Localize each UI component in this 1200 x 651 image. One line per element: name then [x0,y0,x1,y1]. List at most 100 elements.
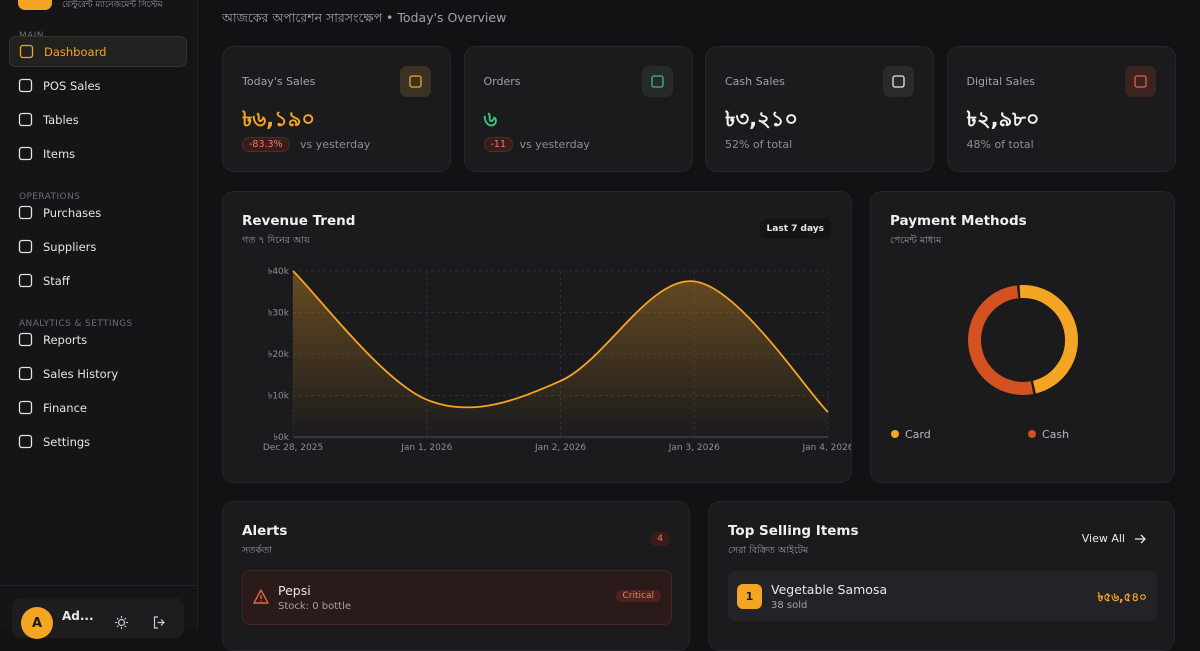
nav-heading: ANALYTICS & SETTINGS [19,319,133,329]
panel-title: Payment Methods [890,213,1027,229]
y-tick-label: ৳30k [268,309,290,319]
nav-icon [18,400,33,415]
alert-level: Critical [615,590,661,602]
panel-title: Revenue Trend [242,213,356,229]
stat-label: Orders [483,75,521,88]
nav-item[interactable]: Tables [9,104,187,135]
divider [0,585,197,586]
payment-panel: Payment Methods পেমেন্ট মাধ্যম Card Cash [870,191,1175,483]
area [293,271,828,437]
icon-shape [18,239,33,254]
x-tick-label: Jan 3, 2026 [668,443,720,453]
alert-item[interactable]: Pepsi Stock: 0 bottle Critical [242,570,672,625]
x-tick-label: Jan 2, 2026 [534,443,586,453]
stat-label: Today's Sales [242,75,316,88]
nav-item[interactable]: Dashboard [9,36,187,67]
nav-item[interactable]: Finance [9,392,187,423]
stat-card: Orders ৬ -11 vs yesterday [463,46,693,172]
y-tick-label: ৳20k [268,350,290,360]
nav-item[interactable]: POS Sales [9,70,187,101]
nav-label: Dashboard [44,44,107,59]
legend-label: Card [905,428,931,441]
nav-item[interactable]: Items [9,138,187,169]
rank: 1 [737,584,762,609]
icon-shape [650,75,664,88]
nav-icon [18,78,33,93]
icon-shape [18,78,33,93]
alerts-panel: Alerts সতর্কতা 4 Pepsi Stock: 0 bottle C… [222,501,690,651]
nav-icon [19,44,34,59]
panel-subtitle: সতর্কতা [242,545,272,556]
icon-shape [18,205,33,220]
icon-shape [18,112,33,127]
count-badge: 4 [650,532,670,546]
panel-subtitle: গত ৭ দিনের আয় [242,235,310,246]
item-name: Vegetable Samosa [771,582,888,597]
nav-heading: OPERATIONS [19,192,81,202]
stat-value: ৬ [483,107,498,131]
icon-shape [18,273,33,288]
donut-segment [1019,285,1078,394]
item-sold: 38 sold [771,600,808,611]
item-amount: ৳৫৬,৫৪০ [1097,590,1147,604]
legend-label: Cash [1042,428,1069,441]
panel-subtitle: পেমেন্ট মাধ্যম [890,235,942,246]
stat-note: 48% of total [966,138,1034,151]
logout[interactable] [153,616,166,629]
nav-item[interactable]: Sales History [9,358,187,389]
legend-dot [1028,430,1036,438]
stat-card: Today's Sales ৳৬,১৯০ -83.3% vs yesterday [222,46,451,172]
nav-icon [18,112,33,127]
icon-shape [18,434,33,449]
nav-item[interactable]: Purchases [9,197,187,228]
top-item[interactable]: 1 Vegetable Samosa 38 sold ৳৫৬,৫৪০ [728,571,1157,621]
view-all[interactable]: View All [1081,532,1125,545]
icon-shape [19,44,34,59]
icon-shape [1133,75,1147,88]
range-button[interactable]: Last 7 days [759,219,831,239]
stat-note: vs yesterday [519,138,590,151]
icon-shape [892,75,905,88]
stat-card: Digital Sales ৳২,৯৮০ 48% of total [946,46,1176,172]
stat-label: Digital Sales [966,75,1035,88]
y-tick-label: ৳40k [268,267,290,277]
nav-item[interactable]: Staff [9,265,187,296]
user-name: Ad... [62,609,94,623]
stat-value: ৳৩,২১০ [725,107,799,131]
stat-label: Cash Sales [725,75,785,88]
nav-label: Suppliers [43,239,97,254]
icon [650,75,664,88]
nav-icon [18,146,33,161]
arrow-icon [1135,534,1146,544]
donut-segment [968,285,1034,395]
donut-chart: Card Cash [891,285,1078,441]
logo [18,0,52,10]
stat-note: vs yesterday [300,138,371,151]
change-badge: -11 [483,137,514,152]
user-card[interactable]: A Ad... [12,598,184,639]
stat-icon [1124,66,1156,97]
warning-icon [253,589,269,604]
nav-label: Staff [43,273,70,288]
nav-label: Sales History [43,366,119,381]
avatar: A [21,607,53,639]
nav-icon [18,239,33,254]
icon-shape [18,146,33,161]
nav-item[interactable]: Suppliers [9,231,187,262]
stat-card: Cash Sales ৳৩,২১০ 52% of total [705,46,934,172]
sidebar: রেস্টুরেন্ট ম্যানেজমেন্ট সিস্টেম A Ad...… [0,0,198,639]
nav-label: Reports [43,332,88,347]
nav-item[interactable]: Reports [9,324,187,355]
panel-subtitle: সেরা বিক্রিত আইটেম [728,545,809,556]
revenue-panel: Revenue Trend গত ৭ দিনের আয় Last 7 days… [222,191,852,483]
icon-shape [409,75,422,88]
icon-shape [18,400,33,415]
stat-icon [400,66,431,97]
icon [409,75,422,88]
nav-icon [18,434,33,449]
panel-title: Top Selling Items [728,523,859,539]
theme-toggle[interactable] [115,616,128,629]
icon [1133,75,1147,88]
nav-item[interactable]: Settings [9,426,187,457]
